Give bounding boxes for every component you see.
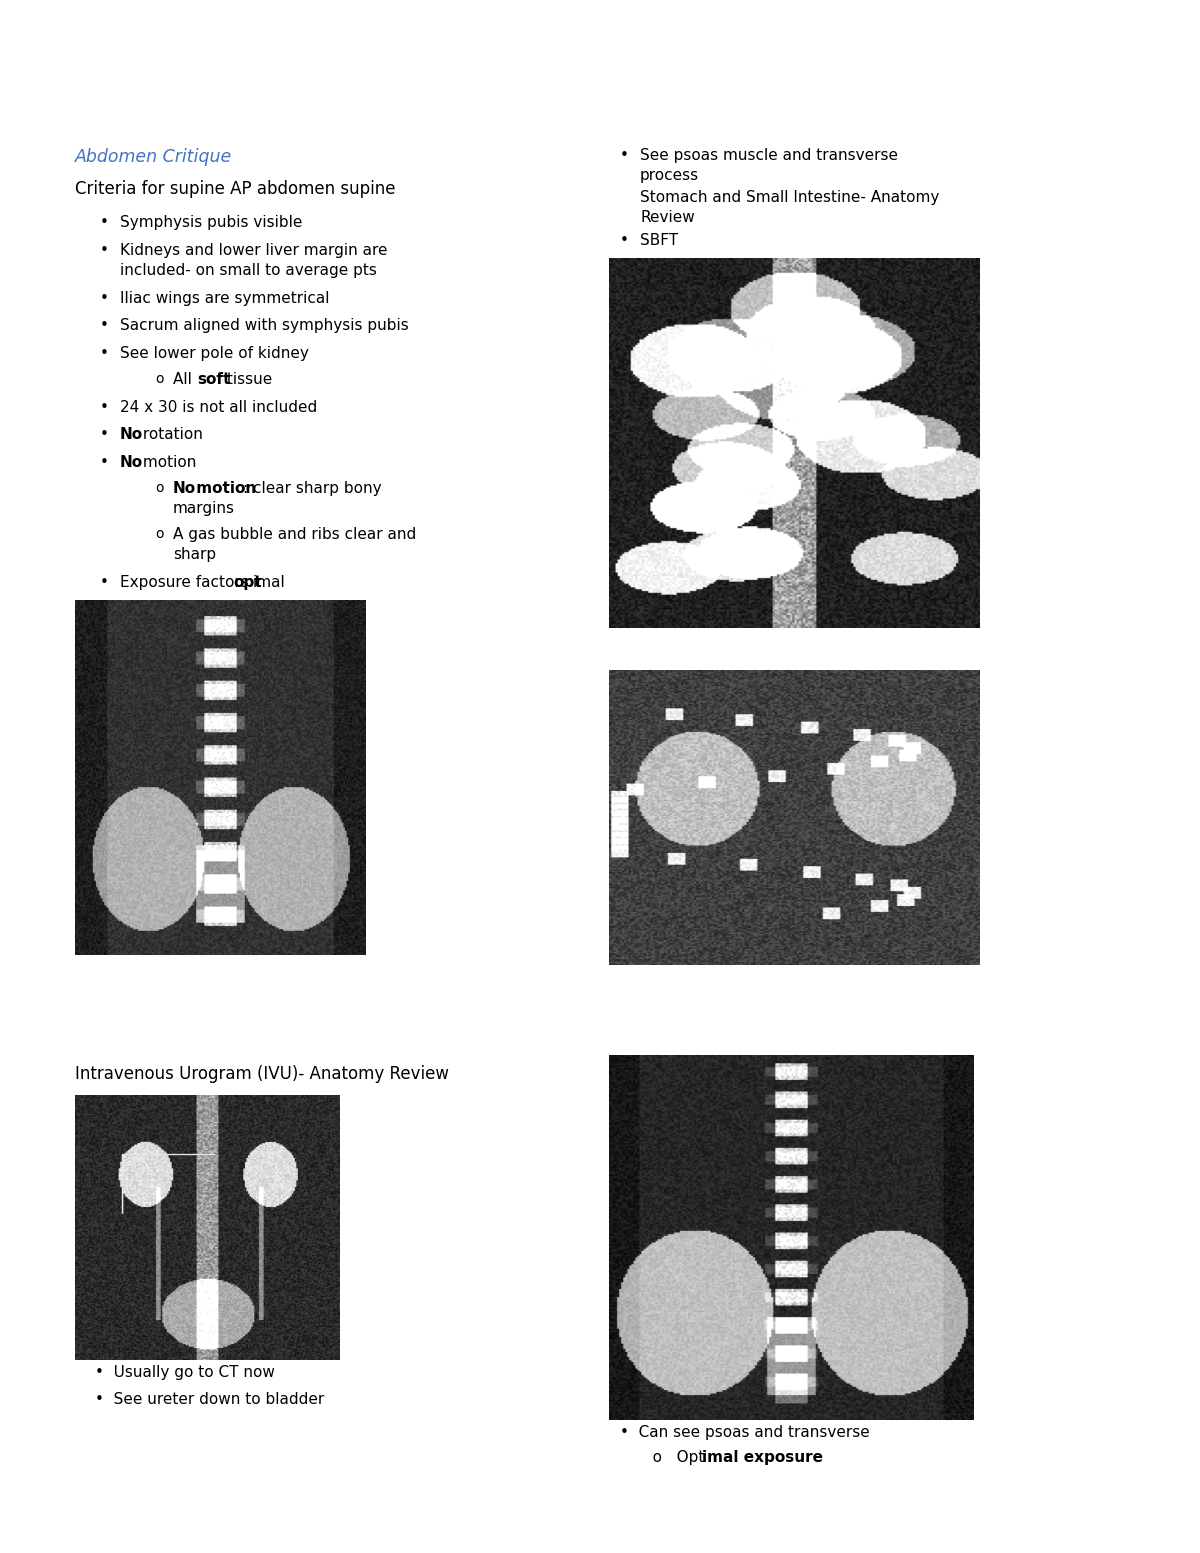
Text: rotation: rotation: [138, 427, 203, 443]
Text: included- on small to average pts: included- on small to average pts: [120, 262, 377, 278]
Text: margins: margins: [173, 502, 235, 516]
Text: imal exposure: imal exposure: [702, 1451, 823, 1464]
Text: •: •: [100, 290, 109, 306]
Text: •: •: [100, 346, 109, 360]
Text: •: •: [100, 455, 109, 471]
Text: Stomach and Small Intestine- Anatomy: Stomach and Small Intestine- Anatomy: [640, 189, 940, 205]
Text: No: No: [173, 481, 196, 495]
Text: soft: soft: [197, 373, 230, 387]
Text: No: No: [120, 455, 143, 471]
Text: •  Barium enema: • Barium enema: [620, 870, 751, 885]
Text: See psoas muscle and transverse: See psoas muscle and transverse: [640, 148, 898, 163]
Text: •: •: [100, 214, 109, 230]
Text: tissue: tissue: [222, 373, 272, 387]
Text: •: •: [100, 318, 109, 332]
Text: No: No: [120, 427, 143, 443]
Text: •: •: [100, 575, 109, 590]
Text: o: o: [155, 481, 163, 495]
Text: A gas bubble and ribs clear and: A gas bubble and ribs clear and: [173, 526, 416, 542]
Text: Sacrum aligned with symphysis pubis: Sacrum aligned with symphysis pubis: [120, 318, 409, 332]
Text: All: All: [173, 373, 197, 387]
Text: Intravenous Urogram (IVU)- Anatomy Review: Intravenous Urogram (IVU)- Anatomy Revie…: [74, 1065, 449, 1082]
Text: imal: imal: [253, 575, 286, 590]
Text: •  Can see psoas and transverse: • Can see psoas and transverse: [620, 1426, 870, 1440]
Text: •: •: [620, 233, 629, 248]
Text: o: o: [155, 526, 163, 540]
Text: Abdomen Critique: Abdomen Critique: [74, 148, 233, 166]
Text: Kidneys and lower liver margin are: Kidneys and lower liver margin are: [120, 242, 388, 258]
Text: See lower pole of kidney: See lower pole of kidney: [120, 346, 308, 360]
Text: Review: Review: [640, 210, 695, 225]
Text: •: •: [620, 148, 629, 163]
Text: motion: motion: [191, 481, 257, 495]
Text: o   Opt: o Opt: [638, 1451, 704, 1464]
Text: : clear sharp bony: : clear sharp bony: [242, 481, 382, 495]
Text: Exposure factors: Exposure factors: [120, 575, 253, 590]
Text: Criteria for supine AP abdomen supine: Criteria for supine AP abdomen supine: [74, 180, 396, 197]
Text: sharp: sharp: [173, 547, 216, 562]
Text: •: •: [100, 427, 109, 443]
Text: •: •: [100, 242, 109, 258]
Text: •  See ureter down to bladder: • See ureter down to bladder: [95, 1391, 324, 1407]
Text: 24 x 30 is not all included: 24 x 30 is not all included: [120, 401, 317, 415]
Text: Symphysis pubis visible: Symphysis pubis visible: [120, 214, 302, 230]
Text: •  Usually go to CT now: • Usually go to CT now: [95, 1365, 275, 1381]
Text: motion: motion: [138, 455, 197, 471]
Text: Iliac wings are symmetrical: Iliac wings are symmetrical: [120, 290, 330, 306]
Text: opt: opt: [233, 575, 262, 590]
Text: •: •: [100, 401, 109, 415]
Text: process: process: [640, 168, 700, 183]
Text: SBFT: SBFT: [640, 233, 678, 248]
Text: o: o: [155, 373, 163, 387]
